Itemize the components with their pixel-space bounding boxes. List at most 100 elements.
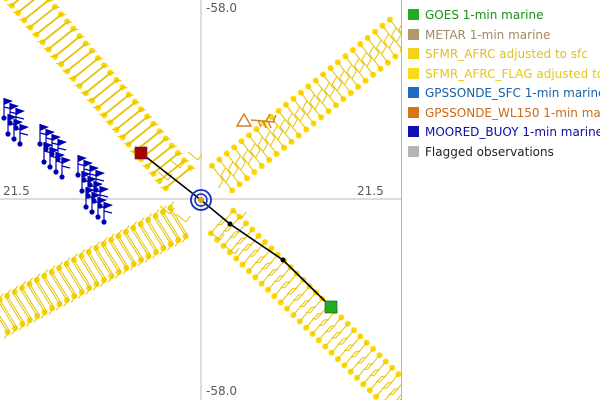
sfmr-wind-barb [257, 144, 270, 161]
sfmr-wind-barb [42, 21, 69, 43]
axis-label-left: 21.5 [3, 184, 30, 198]
legend-item-moored-buoy[interactable]: MOORED_BUOY 1-min marine [408, 123, 600, 143]
sfmr-wind-barb [36, 14, 63, 36]
legend-item-flagged[interactable]: Flagged observations [408, 143, 600, 163]
sfmr-wind-barb [312, 319, 325, 335]
legend-item-metar[interactable]: METAR 1-min marine [408, 26, 600, 46]
sfmr-wind-barb-flag [86, 245, 93, 253]
sfmr-wind-barb [165, 167, 192, 189]
sfmr-wind-barb [337, 61, 350, 78]
sfmr-wind-barb-flag [169, 207, 175, 215]
sfmr-wind-barb [0, 319, 9, 333]
buoy-wind-barb-flag [20, 124, 29, 131]
sfmr-wind-barb-flag [395, 34, 401, 43]
sfmr-wind-barb-flag [56, 62, 61, 65]
sfmr-wind-barb-flag [240, 161, 246, 171]
sfmr-wind-barb [138, 224, 157, 253]
buoy-wind-barb-flag [96, 170, 105, 177]
sfmr-wind-barb [0, 315, 11, 332]
track-start-marker[interactable] [134, 146, 148, 160]
sfmr-wind-barb-flag [191, 167, 196, 169]
sfmr-wind-barb [348, 335, 361, 351]
sfmr-wind-barb [10, 0, 19, 6]
sfmr-wind-barb [90, 79, 117, 101]
axis-label-bottom: -58.0 [206, 384, 238, 398]
legend-item-goes[interactable]: GOES 1-min marine [408, 6, 600, 26]
sfmr-wind-barb [235, 243, 249, 259]
sfmr-wind-barb [41, 21, 68, 43]
sfmr-wind-barb [235, 163, 248, 179]
sfmr-wind-barb [337, 344, 351, 360]
sfmr-wind-barb [350, 357, 363, 373]
sfmr-wind-barb [265, 254, 279, 270]
sfmr-wind-barb-flag [98, 57, 103, 60]
sfmr-wind-barb-flag [105, 121, 110, 123]
sfmr-wind-barb-flag [373, 52, 380, 61]
sfmr-wind-barb [47, 28, 74, 50]
sfmr-wind-barb [324, 331, 338, 347]
buoy-wind-barb-flag [56, 152, 65, 159]
sfmr-wind-barb [27, 284, 46, 313]
buoy-wind-barb-flag [52, 134, 61, 141]
sfmr-wind-barb [158, 160, 185, 182]
legend-swatch [408, 48, 419, 60]
sfmr-wind-barb [293, 98, 306, 114]
sfmr-wind-barb-flag [217, 180, 224, 189]
sfmr-wind-barb-flag [142, 108, 147, 111]
legend-item-sfmr-afrc-flag[interactable]: SFMR_AFRC_FLAG adjusted to [408, 65, 600, 85]
sfmr-wind-barb-flag [388, 40, 395, 49]
sfmr-wind-barb-flag [255, 149, 261, 159]
legend-swatch [408, 126, 419, 138]
sfmr-wind-barb [210, 218, 224, 234]
legend-label: MOORED_BUOY 1-min marine [425, 125, 600, 139]
map-plot-area[interactable]: -58.0 -58.0 21.5 21.5 [0, 0, 402, 400]
buoy-wind-barb [99, 194, 109, 198]
sfmr-wind-barb [280, 287, 294, 303]
sfmr-wind-barb-flag [398, 25, 401, 30]
map-canvas[interactable] [0, 0, 401, 400]
sfmr-wind-barb [303, 291, 317, 307]
sfmr-wind-barb [241, 140, 254, 157]
buoy-wind-barb-flag [90, 165, 99, 172]
track-end-marker[interactable] [324, 300, 338, 314]
sfmr-wind-barb-flag [68, 21, 73, 23]
buoy-wind-barb [15, 116, 25, 120]
sfmr-wind-barb [66, 263, 85, 292]
sfmr-wind-barb [382, 25, 395, 41]
sfmr-wind-barb-flag [80, 92, 85, 94]
sfmr-wind-barb [19, 288, 38, 317]
sfmr-wind-barb [227, 169, 240, 185]
legend-item-sfmr-afrc[interactable]: SFMR_AFRC adjusted to sfc [408, 45, 600, 65]
sfmr-wind-barb [223, 231, 236, 247]
sfmr-wind-barb [169, 207, 189, 236]
buoy-wind-barb [19, 132, 29, 136]
sfmr-wind-barb [322, 310, 336, 326]
sfmr-wind-barb [79, 65, 106, 87]
buoy-wind-barb-flag [4, 98, 13, 105]
sfmr-wind-barb-flag [18, 323, 25, 331]
sfmr-wind-barb [272, 132, 285, 149]
sfmr-wind-barb-flag [185, 215, 191, 223]
legend-item-gpssonde-wl150[interactable]: GPSSONDE_WL150 1-min mar [408, 104, 600, 124]
sfmr-wind-barb [116, 109, 143, 131]
legend-item-gpssonde-sfc[interactable]: GPSSONDE_SFC 1-min marine [408, 84, 600, 104]
sfmr-wind-barb-flag [299, 113, 306, 122]
sfmr-wind-barb-flag [26, 319, 33, 327]
storm-center-outer-ring[interactable] [190, 189, 212, 211]
sfmr-wind-barb-flag [185, 160, 190, 162]
sfmr-wind-barb [167, 208, 187, 237]
sfmr-wind-barb-flag [316, 88, 323, 97]
track-node [280, 257, 286, 263]
sfmr-wind-barb-flag [27, 277, 34, 285]
sfmr-wind-barb-flag [154, 123, 159, 126]
sfmr-wind-barb [294, 114, 307, 130]
sfmr-wind-barb [17, 0, 36, 14]
sfmr-wind-barb-flag [160, 187, 165, 189]
sfmr-wind-barb [91, 79, 118, 101]
sfmr-wind-barb-flag [142, 165, 147, 167]
sfmr-wind-barb-flag [247, 155, 254, 165]
sfmr-wind-barb-flag [269, 137, 276, 146]
sfmr-wind-barb-flag [3, 331, 10, 339]
sfmr-wind-barb [110, 239, 129, 268]
sfmr-wind-barb-flag [154, 179, 159, 182]
